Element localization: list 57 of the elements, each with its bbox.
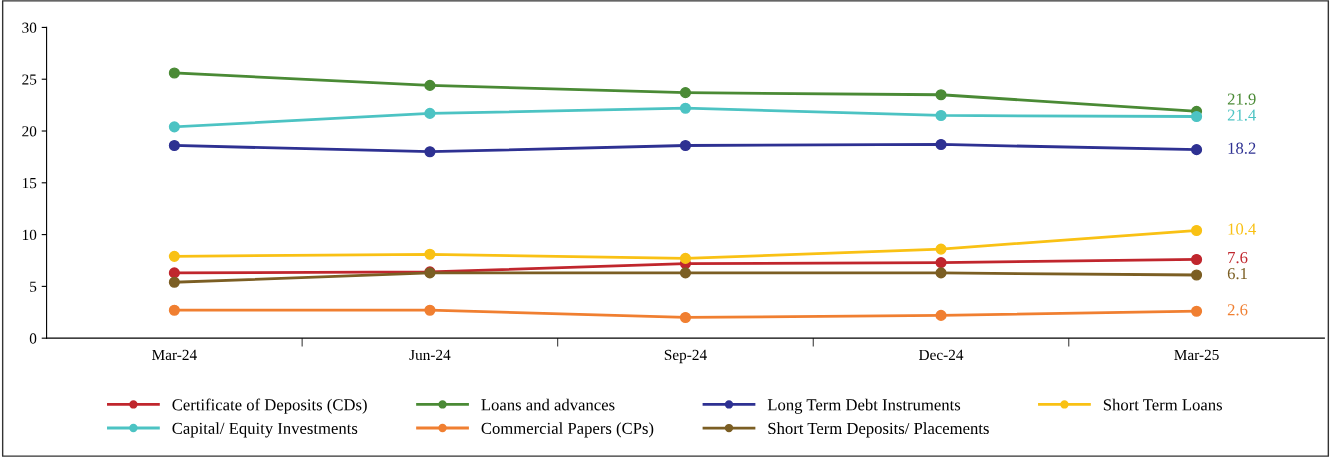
point <box>168 67 180 79</box>
x-tick-label: Mar-25 <box>1174 349 1219 361</box>
point <box>168 250 180 262</box>
legend-label: Loans and advances <box>481 398 615 411</box>
data-label: 21.9 <box>1227 93 1256 105</box>
y-tick-label: 30 <box>22 22 37 33</box>
point <box>424 79 436 91</box>
point <box>1191 224 1203 237</box>
x-tick-label: Jun-24 <box>409 349 451 361</box>
data-label: 2.6 <box>1227 304 1248 316</box>
point <box>1191 305 1203 317</box>
x-tick-label: Mar-24 <box>152 349 197 361</box>
x-tick-label: Dec-24 <box>918 349 964 361</box>
legend-label: Capital/ Equity Investments <box>172 422 358 438</box>
point <box>679 267 692 279</box>
legend-label: Commercial Papers (CPs) <box>481 422 654 438</box>
y-tick-label: 5 <box>30 281 37 292</box>
point <box>424 146 436 158</box>
point <box>424 107 436 119</box>
point <box>1191 269 1203 281</box>
point <box>935 243 947 255</box>
y-tick-label: 10 <box>22 229 37 241</box>
legend-label: Certificate of Deposits (CDs) <box>172 398 367 414</box>
point <box>1191 110 1203 123</box>
point <box>679 102 692 114</box>
point <box>935 89 947 101</box>
data-label: 18.2 <box>1228 142 1256 154</box>
x-tick-label: Sep-24 <box>664 349 707 364</box>
data-label: 6.1 <box>1227 267 1247 280</box>
point <box>168 267 180 279</box>
point <box>679 87 692 99</box>
y-tick-label: 25 <box>22 74 37 85</box>
point <box>424 248 436 260</box>
point <box>679 252 692 264</box>
point <box>935 138 947 151</box>
y-tick-label: 0 <box>29 333 37 344</box>
point <box>935 257 947 269</box>
point <box>935 309 947 321</box>
legend-label: Short Term Deposits/ Placements <box>768 422 989 438</box>
point <box>168 121 180 133</box>
point <box>935 267 947 279</box>
y-tick-label: 20 <box>22 126 37 137</box>
point <box>679 311 692 324</box>
legend-label: Long Term Debt Instruments <box>767 398 961 414</box>
data-label: 7.6 <box>1228 251 1248 264</box>
data-label: 21.4 <box>1227 109 1257 121</box>
point <box>935 109 947 122</box>
point <box>168 304 180 316</box>
y-tick-label: 15 <box>22 178 37 189</box>
point <box>168 139 180 152</box>
point <box>679 139 692 152</box>
point <box>424 304 436 316</box>
point <box>1191 253 1203 266</box>
data-label: 10.4 <box>1228 223 1257 235</box>
legend-label: Short Term Loans <box>1103 398 1222 411</box>
point <box>1191 144 1203 156</box>
point <box>168 276 180 288</box>
